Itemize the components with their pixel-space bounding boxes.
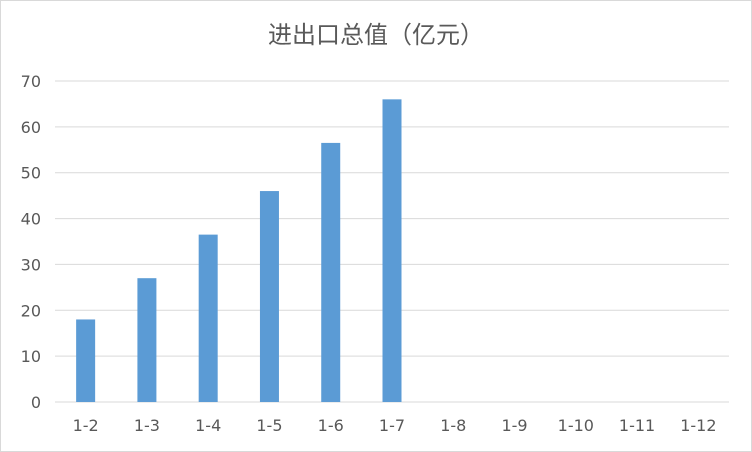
bar <box>259 191 279 402</box>
chart-title: 进出口总值（亿元） <box>268 21 484 49</box>
x-tick-label: 1-9 <box>501 416 527 435</box>
x-tick-label: 1-2 <box>73 416 99 435</box>
y-tick-label: 0 <box>31 393 41 412</box>
x-tick-label: 1-4 <box>195 416 221 435</box>
y-tick-label: 10 <box>21 347 41 366</box>
x-tick-label: 1-3 <box>134 416 160 435</box>
x-tick-label: 1-5 <box>256 416 282 435</box>
x-tick-label: 1-7 <box>379 416 405 435</box>
bar <box>76 319 96 402</box>
y-tick-label: 40 <box>21 210 41 229</box>
y-tick-label: 50 <box>21 164 41 183</box>
y-tick-label: 70 <box>21 72 41 91</box>
bar <box>198 234 218 402</box>
bar <box>321 142 341 402</box>
bar <box>137 278 157 402</box>
x-tick-label: 1-8 <box>440 416 466 435</box>
bar <box>382 99 402 402</box>
y-tick-label: 30 <box>21 255 41 274</box>
x-tick-label: 1-12 <box>680 416 716 435</box>
y-tick-label: 60 <box>21 118 41 137</box>
x-tick-label: 1-6 <box>318 416 344 435</box>
x-tick-label: 1-10 <box>558 416 594 435</box>
y-tick-label: 20 <box>21 301 41 320</box>
x-tick-label: 1-11 <box>619 416 655 435</box>
